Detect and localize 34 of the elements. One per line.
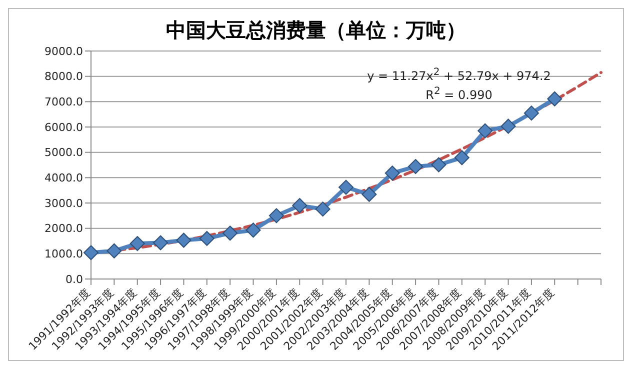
annotation: y = 11.27x$^{2}$ + 52.79x + 974.2	[366, 66, 552, 84]
y-tick-label: 9000.0	[44, 44, 83, 58]
point	[199, 230, 214, 246]
point	[524, 106, 539, 121]
y-tick-label: 3000.0	[44, 196, 83, 210]
point	[547, 91, 562, 106]
point	[222, 226, 238, 241]
point	[246, 222, 261, 238]
point	[292, 198, 308, 214]
point	[153, 235, 168, 250]
point	[500, 118, 516, 134]
chart-title: 中国大豆总消费量（单位：万吨）	[166, 18, 466, 42]
point	[384, 166, 400, 181]
point	[130, 236, 145, 252]
point	[106, 243, 122, 258]
y-tick-label: 6000.0	[44, 120, 83, 134]
annotation: R$^{2}$ = 0.990	[424, 85, 494, 103]
y-tick-label: 0.0	[66, 272, 83, 286]
point	[454, 150, 470, 166]
y-tick-label: 1000.0	[44, 248, 83, 261]
point	[176, 232, 192, 248]
point	[338, 180, 354, 195]
point	[478, 123, 493, 138]
y-tick-label: 5000.0	[44, 146, 83, 160]
point	[315, 202, 330, 217]
point	[431, 157, 446, 172]
point	[362, 186, 377, 202]
y-tick-label: 4000.0	[44, 172, 83, 185]
point	[84, 245, 98, 260]
y-tick-label: 2000.0	[44, 222, 83, 236]
point	[268, 208, 284, 224]
point	[408, 159, 424, 174]
y-tick-label: 8000.0	[44, 70, 83, 84]
y-tick-label: 7000.0	[44, 96, 83, 109]
